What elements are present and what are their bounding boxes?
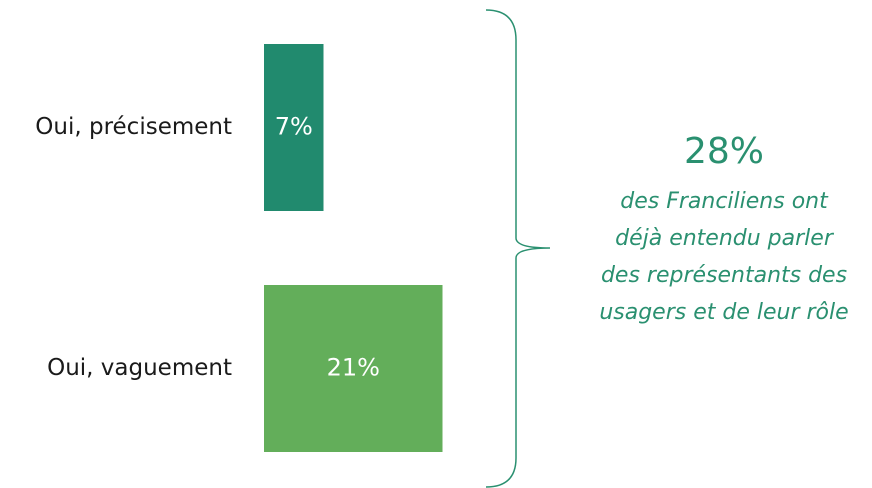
bar bbox=[264, 44, 324, 211]
category-label: Oui, vaguement bbox=[47, 355, 232, 381]
brace bbox=[485, 9, 551, 488]
annotation-line: des Franciliens ont bbox=[620, 189, 829, 214]
value-label: 7% bbox=[275, 113, 313, 141]
category-label: Oui, précisement bbox=[35, 114, 232, 140]
bar bbox=[264, 285, 443, 452]
annotation-line: des représentants des bbox=[601, 263, 847, 288]
annotation-line: usagers et de leur rôle bbox=[599, 300, 848, 325]
annotation-value: 28% bbox=[684, 131, 764, 172]
value-label: 21% bbox=[327, 354, 380, 382]
annotation-line: déjà entendu parler bbox=[615, 226, 835, 251]
